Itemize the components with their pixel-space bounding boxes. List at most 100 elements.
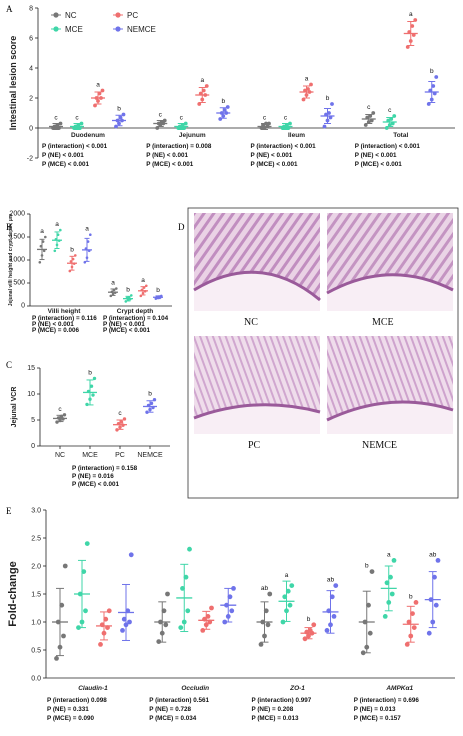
histology-label-nc: NC <box>244 317 258 328</box>
data-point <box>162 118 167 123</box>
data-point <box>38 261 42 264</box>
group-jejunum: c c a b Jejunum P (interaction) = 0.008 P (NE)… <box>146 77 231 168</box>
group-duodenum: c c a b Duodenum P (interaction) < 0.001 P (NE… <box>42 82 126 168</box>
series-mce-c: b <box>83 369 97 407</box>
series-mce-e: a <box>278 572 295 625</box>
significance-letter: c <box>284 115 288 122</box>
y-tick-label: 500 <box>13 280 25 287</box>
data-point <box>389 117 394 121</box>
data-point <box>227 594 233 600</box>
gene-label: Occludin <box>181 685 209 692</box>
data-point <box>58 121 63 126</box>
y-tick-label: 2.5 <box>31 536 41 543</box>
histology-image-pc <box>193 336 321 434</box>
series-nc-b: a <box>37 228 47 264</box>
significance-letter: b <box>326 95 330 102</box>
series-nemce-e <box>220 586 237 625</box>
data-point <box>204 84 209 88</box>
stat-line: P (interaction) 0.561 <box>149 697 209 704</box>
data-point <box>410 611 415 616</box>
significance-letter: a <box>387 551 391 558</box>
y-tick-label: 1500 <box>9 234 25 241</box>
data-point <box>178 625 184 630</box>
data-point <box>160 294 163 298</box>
x-tick-label: NEMCE <box>137 452 163 459</box>
data-point <box>222 108 227 112</box>
series-nc-a: c <box>49 115 63 130</box>
chart-e-gene-expression: 0.0 0.5 1.0 1.5 2.0 2.5 3.0 Fold-change Claudin-… <box>7 508 455 722</box>
data-point <box>62 413 67 417</box>
data-point <box>201 88 206 93</box>
gene-label: Claudin-1 <box>78 685 108 692</box>
series-mce-e: a <box>380 551 397 619</box>
chart-a-lesion-scores: -2 0 2 4 6 8 Intestinal lesion score c c a b Duoden… <box>8 5 455 168</box>
legend-a: NC PC MCE NEMCE <box>51 11 156 34</box>
data-point <box>410 24 415 28</box>
data-point <box>367 630 373 636</box>
gene-label: ZO-1 <box>289 685 305 692</box>
significance-letter: ab <box>327 577 335 584</box>
data-point <box>371 111 376 115</box>
series-mce-a: c <box>70 115 84 130</box>
panel-d-histology: NC MCE PC NEMCE <box>187 207 459 499</box>
data-point <box>287 602 293 608</box>
series-mce-e <box>74 541 90 630</box>
data-point <box>331 614 337 619</box>
data-point <box>435 558 441 563</box>
data-point <box>322 124 327 129</box>
data-point <box>145 284 148 288</box>
data-point <box>103 616 109 622</box>
series-pc-a: a <box>403 11 418 49</box>
series-nemce-a: b <box>320 95 335 129</box>
data-point <box>263 608 269 614</box>
data-point <box>120 628 125 633</box>
stat-line: P (MCE) < 0.001 <box>42 161 89 168</box>
data-point <box>183 574 189 580</box>
data-point <box>118 115 123 120</box>
data-point <box>389 591 395 597</box>
series-pc-e <box>96 608 112 647</box>
data-point <box>265 622 271 628</box>
legend-label: PC <box>127 11 138 20</box>
y-axis-title-a: Intestinal lesion score <box>8 36 18 131</box>
group-claudin-1: Claudin-1 P (interaction) 0.098 P (NE) = 0… <box>47 541 134 722</box>
series-nemce-e <box>118 552 134 641</box>
data-point <box>405 45 410 49</box>
group-label: Jejunum <box>179 132 206 139</box>
data-point <box>327 111 331 115</box>
significance-letter: a <box>111 280 115 287</box>
chart-c-vcr: 0 5 10 15 Jejunal VCR c b c b NC MCE PC NEMCE P (inte… <box>11 365 170 488</box>
data-point <box>333 583 339 588</box>
data-point <box>363 123 368 127</box>
group-total: c c a b Total P (interaction) < 0.001 P (NE) <… <box>355 11 439 168</box>
x-tick-label: NC <box>55 452 65 459</box>
y-tick-label: 0.5 <box>31 648 41 655</box>
data-point <box>79 121 84 126</box>
data-point <box>180 586 185 591</box>
histology-image-nemce <box>326 336 454 434</box>
panel-letter-c: C <box>6 360 12 370</box>
histology-label-pc: PC <box>248 440 261 451</box>
data-point <box>74 254 77 257</box>
data-point <box>106 608 112 614</box>
data-point <box>366 602 371 608</box>
data-point <box>411 625 417 630</box>
data-point <box>84 541 90 546</box>
data-point <box>426 102 431 106</box>
series-nemce-b: a <box>82 226 92 264</box>
series-pc-a: a <box>195 77 210 106</box>
histology-label-mce: MCE <box>372 317 394 328</box>
panel-letter-d: D <box>178 222 185 232</box>
stat-line: P (NE) = 0.331 <box>47 706 89 713</box>
stat-line: P (MCE) < 0.001 <box>251 161 298 168</box>
significance-letter: b <box>156 287 160 294</box>
series-mce-a: c <box>278 115 293 130</box>
y-tick-label: 0 <box>21 303 25 310</box>
significance-letter: b <box>148 391 152 398</box>
series-pc-c: c <box>113 410 127 432</box>
data-point <box>330 102 334 106</box>
series-mce-b: a <box>52 221 62 253</box>
